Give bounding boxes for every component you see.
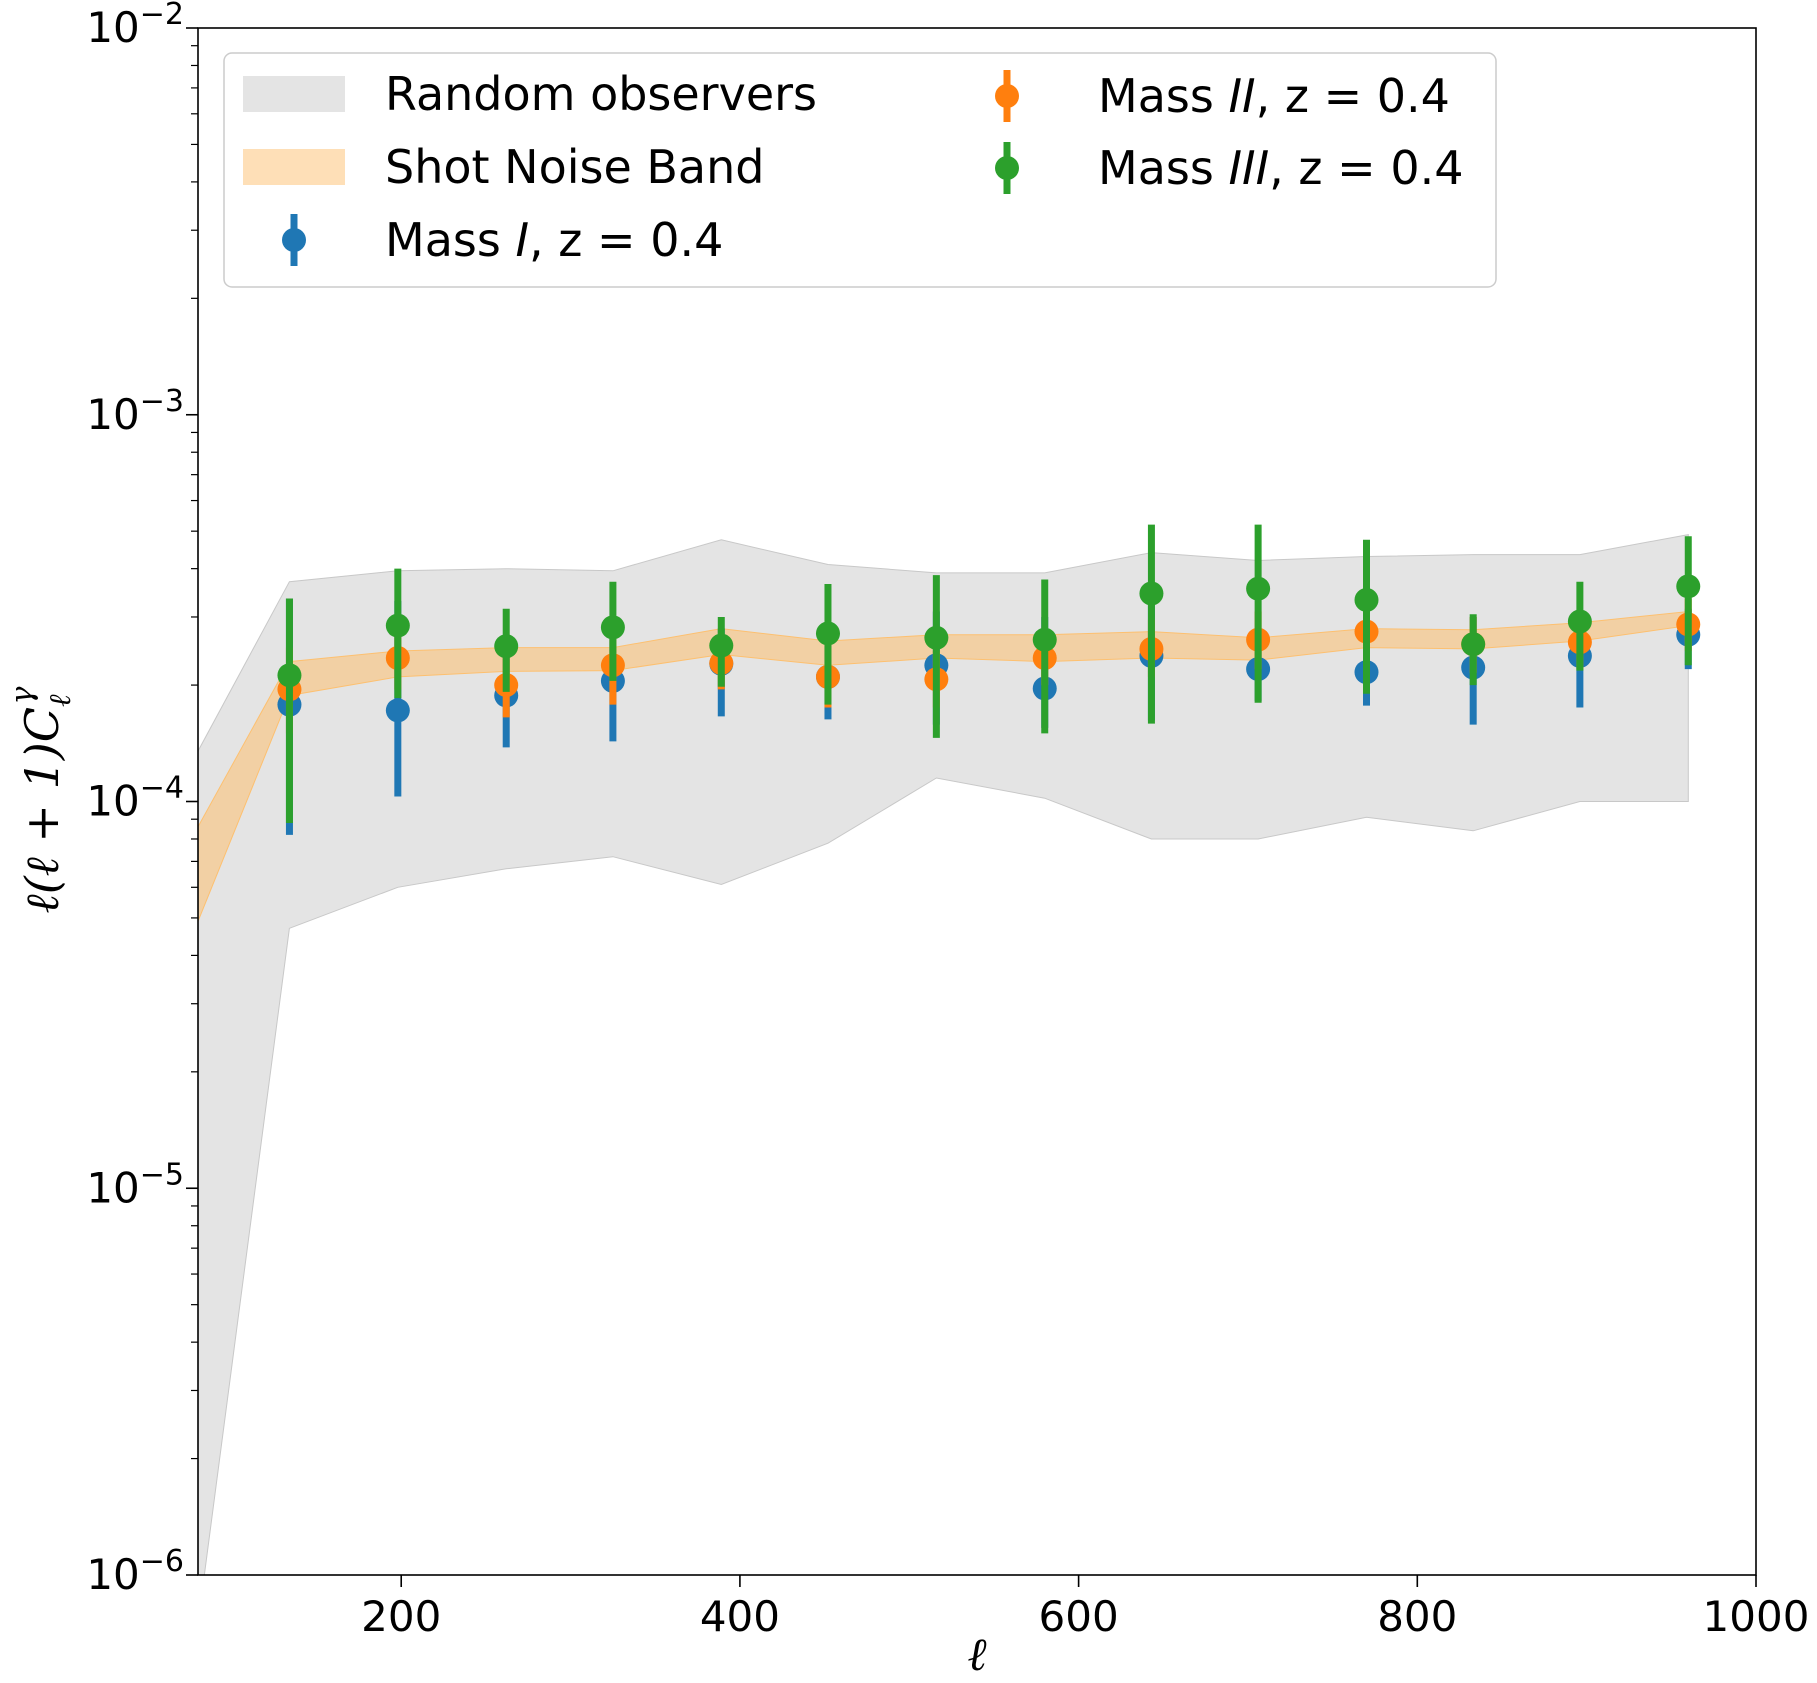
data-point xyxy=(1246,576,1271,601)
y-tick-base: 10 xyxy=(86,777,139,826)
y-tick-exponent: −4 xyxy=(140,771,184,806)
legend-label-random-observers: Random observers xyxy=(385,67,817,121)
legend-marker-point xyxy=(995,84,1019,108)
y-axis-label-sub: ℓ xyxy=(43,694,78,707)
x-axis-label: ℓ xyxy=(967,1627,987,1681)
x-tick-label: 800 xyxy=(1377,1592,1457,1641)
legend-label-series-2: Mass II, z = 0.4 xyxy=(1098,69,1450,123)
y-axis-label-sup: γ xyxy=(5,686,40,704)
data-point xyxy=(1461,632,1486,657)
legend-entry-series-2: Mass II, z = 0.4 xyxy=(995,69,1450,123)
legend-frame xyxy=(223,52,1497,288)
band-random-observers xyxy=(198,533,1689,1575)
legend-swatch-random-observers xyxy=(243,76,345,112)
y-tick-base: 10 xyxy=(86,1550,139,1599)
legend-entry-shot-noise-band: Shot Noise Band xyxy=(243,140,764,194)
y-tick-label: 10−2 xyxy=(86,0,184,52)
data-point xyxy=(1032,627,1057,652)
x-tick-label: 600 xyxy=(1039,1592,1119,1641)
y-tick-label: 10−4 xyxy=(86,771,184,826)
data-point xyxy=(385,698,410,723)
legend-label-prefix: Mass xyxy=(385,213,515,267)
data-point xyxy=(385,613,410,638)
x-tick-label: 200 xyxy=(361,1592,441,1641)
legend-label-series-1: Mass I, z = 0.4 xyxy=(385,213,723,267)
legend-label-shot-noise-band: Shot Noise Band xyxy=(385,140,764,194)
x-tick-label: 1000 xyxy=(1703,1592,1810,1641)
legend-entry-series-1: Mass I, z = 0.4 xyxy=(282,213,723,267)
y-tick-exponent: −3 xyxy=(140,384,184,419)
legend-label-roman: III xyxy=(1228,141,1269,195)
data-point xyxy=(1567,609,1592,634)
y-tick-exponent: −6 xyxy=(140,1544,184,1579)
y-tick-exponent: −5 xyxy=(140,1157,184,1192)
data-point xyxy=(600,615,625,640)
data-point xyxy=(924,625,949,650)
y-axis-label: ℓ(ℓ + 1)Cℓγ xyxy=(5,686,78,913)
data-point xyxy=(1139,581,1164,606)
legend-label-suffix: , z = 0.4 xyxy=(1269,141,1463,195)
y-tick-label: 10−3 xyxy=(86,384,184,439)
data-point xyxy=(494,634,519,659)
y-tick-label: 10−6 xyxy=(86,1544,184,1599)
legend-marker-point xyxy=(995,156,1019,180)
legend-label-suffix: , z = 0.4 xyxy=(1256,69,1450,123)
data-point xyxy=(815,621,840,646)
y-tick-label: 10−5 xyxy=(86,1157,184,1212)
data-point xyxy=(1354,587,1379,612)
legend-entry-random-observers: Random observers xyxy=(243,67,817,121)
data-point xyxy=(709,633,734,658)
legend-label-roman: I xyxy=(515,213,529,267)
legend-label-roman: II xyxy=(1228,69,1255,123)
legend-label-suffix: , z = 0.4 xyxy=(529,213,723,267)
y-axis-label-main: ℓ(ℓ + 1)C xyxy=(15,707,69,913)
x-tick-label: 400 xyxy=(700,1592,780,1641)
legend-label-prefix: Mass xyxy=(1098,69,1228,123)
legend-swatch-shot-noise-band xyxy=(243,149,345,185)
legend-marker-point xyxy=(282,228,306,252)
series-3 xyxy=(277,524,1701,823)
plot-clip-group xyxy=(198,524,1701,1575)
legend-entry-series-3: Mass III, z = 0.4 xyxy=(995,141,1463,195)
y-tick-base: 10 xyxy=(86,1163,139,1212)
y-axis: 10−610−510−410−310−2 xyxy=(86,0,198,1599)
legend-label-prefix: Mass xyxy=(1098,141,1228,195)
y-tick-exponent: −2 xyxy=(140,0,184,32)
y-tick-base: 10 xyxy=(86,3,139,52)
data-point xyxy=(1676,574,1701,599)
legend: Random observers Shot Noise Band Mass I,… xyxy=(223,52,1497,288)
x-axis: 200 400 600 800 1000 xyxy=(361,1575,1809,1641)
legend-label-series-3: Mass III, z = 0.4 xyxy=(1098,141,1463,195)
data-point xyxy=(277,663,302,688)
y-tick-base: 10 xyxy=(86,390,139,439)
plot-area xyxy=(198,524,1701,1575)
